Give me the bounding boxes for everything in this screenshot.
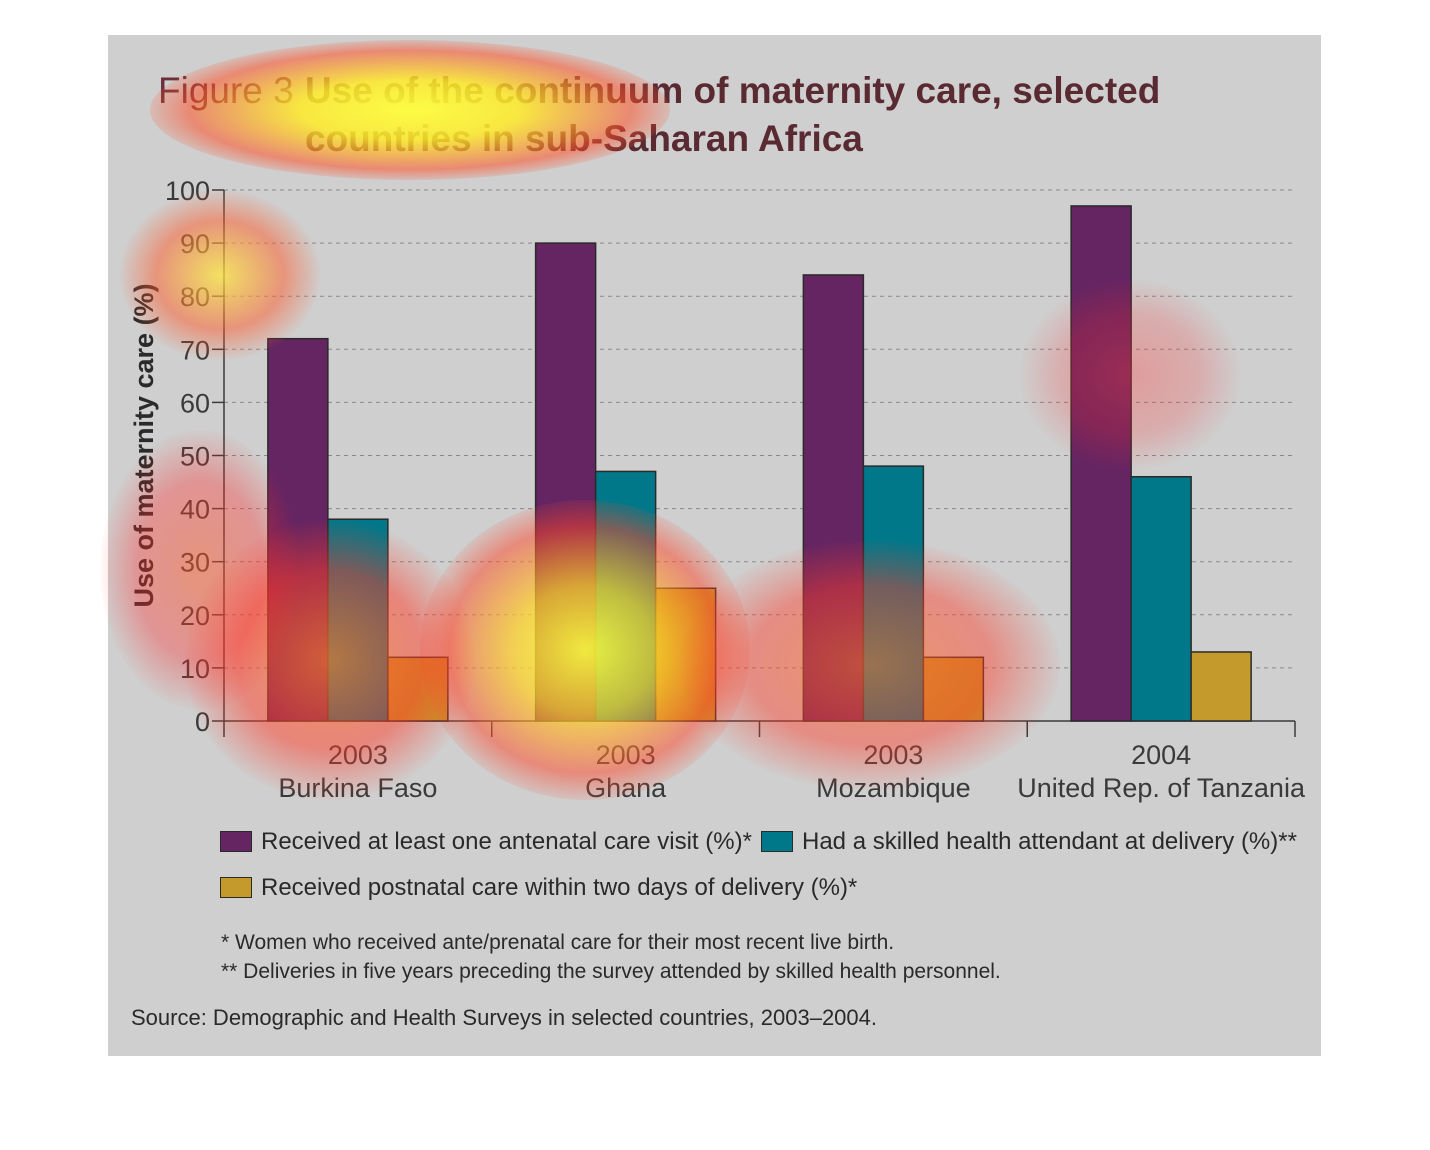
x-tick-label-country: Burkina Faso xyxy=(278,773,437,803)
bar xyxy=(327,518,389,722)
legend-swatch-skilled-attendant xyxy=(761,831,793,852)
legend-swatch-postnatal xyxy=(220,877,252,898)
bar xyxy=(387,656,449,722)
bar xyxy=(267,337,329,722)
source-note: Source: Demographic and Health Surveys i… xyxy=(131,1005,878,1030)
x-tick-label-country: Mozambique xyxy=(816,773,971,803)
y-tick-label: 30 xyxy=(180,548,210,578)
y-tick-label: 80 xyxy=(180,282,210,312)
x-tick-label-year: 2003 xyxy=(863,740,923,770)
y-tick-label: 90 xyxy=(180,229,210,259)
bar xyxy=(594,470,657,722)
legend-label-postnatal: Received postnatal care within two days … xyxy=(261,874,858,901)
bar xyxy=(654,587,717,722)
legend-swatch-antenatal xyxy=(220,831,252,852)
y-tick-label: 10 xyxy=(180,654,210,684)
footnote-1: * Women who received ante/prenatal care … xyxy=(221,931,895,954)
x-tick-label-country: United Rep. of Tanzania xyxy=(1017,773,1306,803)
y-tick-label: 60 xyxy=(180,388,210,418)
legend-label-skilled-attendant: Had a skilled health attendant at delive… xyxy=(802,828,1297,855)
y-tick-label: 100 xyxy=(165,176,210,206)
y-tick-label: 40 xyxy=(180,495,210,525)
footnotes: * Women who received ante/prenatal care … xyxy=(221,928,1001,986)
footnote-2: ** Deliveries in five years preceding th… xyxy=(221,960,1001,983)
x-tick-label-year: 2003 xyxy=(596,740,656,770)
bar xyxy=(1070,205,1132,722)
x-tick-label-country: Ghana xyxy=(585,773,667,803)
figure-panel: Figure 3 Use of the continuum of materni… xyxy=(108,35,1321,1056)
bar xyxy=(1130,475,1192,722)
y-tick-label: 50 xyxy=(180,442,210,472)
y-axis-title: Use of maternity care (%) xyxy=(129,283,159,607)
bar xyxy=(1190,651,1252,722)
bar xyxy=(534,242,597,722)
x-tick-label-year: 2004 xyxy=(1131,740,1191,770)
x-tick-label-year: 2003 xyxy=(328,740,388,770)
bar xyxy=(862,465,925,722)
bar xyxy=(802,274,865,722)
bar xyxy=(922,656,985,722)
legend-label-antenatal: Received at least one antenatal care vis… xyxy=(261,828,752,855)
y-tick-label: 70 xyxy=(180,335,210,365)
y-tick-label: 20 xyxy=(180,601,210,631)
y-tick-label: 0 xyxy=(195,707,210,737)
